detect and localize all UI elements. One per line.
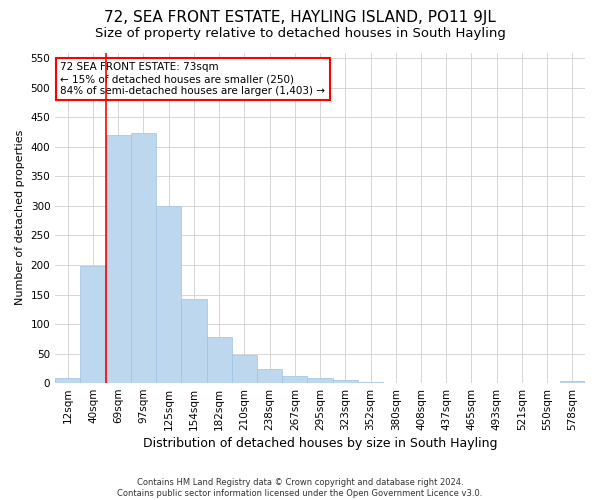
Text: Size of property relative to detached houses in South Hayling: Size of property relative to detached ho… bbox=[95, 28, 505, 40]
Text: 72, SEA FRONT ESTATE, HAYLING ISLAND, PO11 9JL: 72, SEA FRONT ESTATE, HAYLING ISLAND, PO… bbox=[104, 10, 496, 25]
Bar bbox=[206, 337, 232, 383]
Bar bbox=[232, 354, 257, 383]
Bar bbox=[257, 369, 282, 383]
Text: Contains HM Land Registry data © Crown copyright and database right 2024.
Contai: Contains HM Land Registry data © Crown c… bbox=[118, 478, 482, 498]
Bar bbox=[80, 266, 106, 383]
Bar bbox=[106, 135, 131, 383]
Bar bbox=[358, 382, 383, 383]
Bar bbox=[55, 378, 80, 383]
Y-axis label: Number of detached properties: Number of detached properties bbox=[15, 130, 25, 306]
Bar bbox=[560, 382, 585, 383]
Bar bbox=[131, 133, 156, 383]
Text: 72 SEA FRONT ESTATE: 73sqm
← 15% of detached houses are smaller (250)
84% of sem: 72 SEA FRONT ESTATE: 73sqm ← 15% of deta… bbox=[61, 62, 325, 96]
X-axis label: Distribution of detached houses by size in South Hayling: Distribution of detached houses by size … bbox=[143, 437, 497, 450]
Bar bbox=[307, 378, 332, 383]
Bar bbox=[332, 380, 358, 383]
Bar bbox=[181, 298, 206, 383]
Bar bbox=[282, 376, 307, 383]
Bar bbox=[156, 206, 181, 383]
